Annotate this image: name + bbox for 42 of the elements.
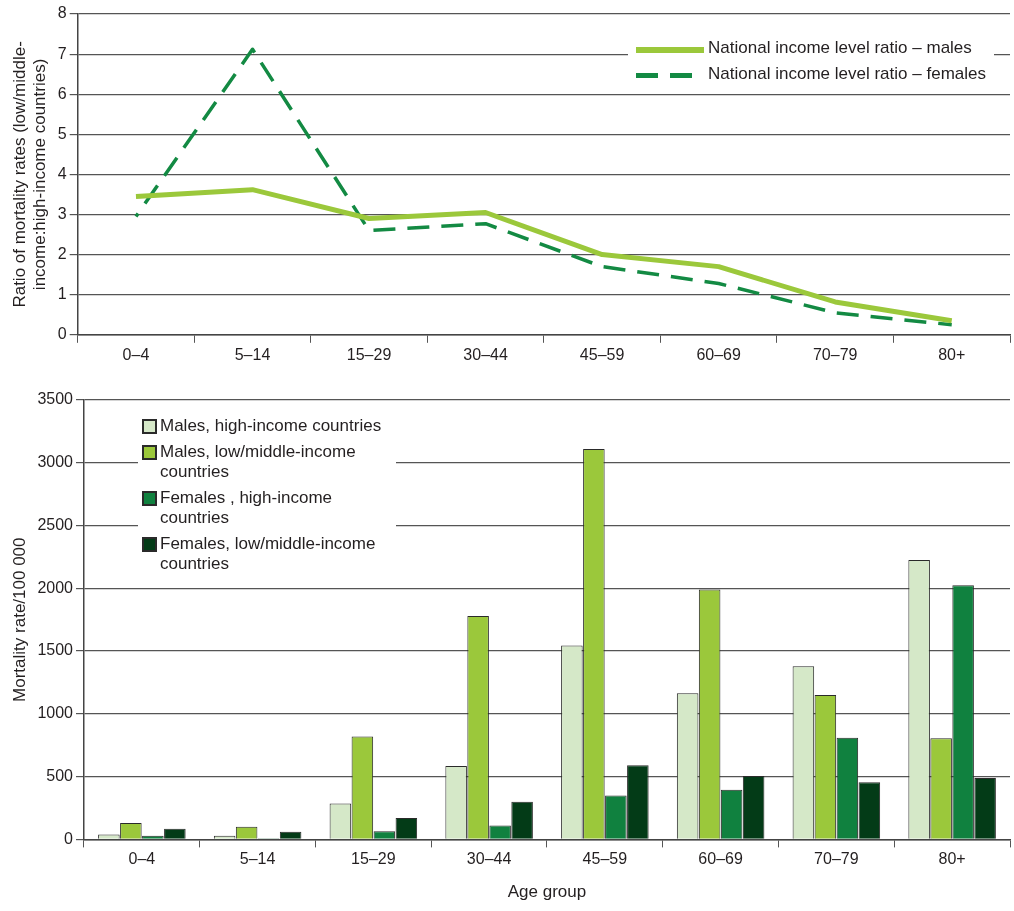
y-tick-label: 6 — [57, 84, 67, 102]
y-axis-title: Mortality rate/100 000 — [9, 537, 29, 702]
y-tick-label: 3500 — [37, 390, 74, 408]
x-tick-label: 0–4 — [128, 850, 156, 868]
y-tick-label: 3000 — [37, 453, 74, 471]
y-tick-label: 500 — [46, 767, 74, 785]
x-tick-label: 80+ — [938, 850, 966, 868]
legend-label: Males, low/middle-income countries — [160, 442, 356, 481]
legend-label: Females, low/middle-income countries — [160, 534, 376, 573]
y-tick-label: 5 — [57, 124, 67, 142]
y-tick-label: 2000 — [37, 578, 74, 596]
x-tick-label: 15–29 — [351, 850, 396, 868]
y-tick-label: 2 — [57, 245, 67, 263]
x-tick-label: 45–59 — [582, 850, 628, 868]
legend-label: Females , high-income countries — [160, 488, 332, 527]
x-tick-label: 15–29 — [346, 345, 392, 363]
x-tick-label: 70–79 — [812, 345, 858, 363]
legend-label: National income level ratio – females — [708, 64, 986, 83]
x-tick-label: 60–69 — [696, 345, 741, 363]
x-axis-title: Age group — [507, 882, 587, 902]
x-tick-label: 30–44 — [463, 345, 508, 363]
x-tick-label: 70–79 — [814, 850, 859, 868]
y-tick-label: 0 — [57, 325, 67, 343]
x-tick-label: 0–4 — [122, 345, 150, 363]
y-tick-label: 7 — [57, 44, 67, 62]
y-tick-label: 1 — [57, 285, 67, 303]
y-tick-label: 1000 — [37, 704, 74, 722]
y-axis-title: Ratio of mortality rates (low/middle-income:high-income countries) — [9, 41, 50, 308]
x-tick-label: 45–59 — [579, 345, 625, 363]
y-tick-label: 4 — [57, 164, 67, 182]
legend-label: Males, high-income countries — [160, 416, 382, 435]
x-tick-label: 5–14 — [234, 345, 271, 363]
x-tick-label: 5–14 — [239, 850, 276, 868]
y-tick-label: 1500 — [37, 641, 74, 659]
y-tick-label: 3 — [57, 204, 67, 222]
y-tick-label: 8 — [57, 4, 67, 22]
y-tick-label: 0 — [64, 829, 74, 847]
legend-label: National income level ratio – males — [708, 38, 972, 57]
x-tick-label: 80+ — [938, 345, 966, 363]
x-tick-label: 60–69 — [698, 850, 743, 868]
y-tick-label: 2500 — [37, 515, 74, 533]
x-tick-label: 30–44 — [466, 850, 512, 868]
